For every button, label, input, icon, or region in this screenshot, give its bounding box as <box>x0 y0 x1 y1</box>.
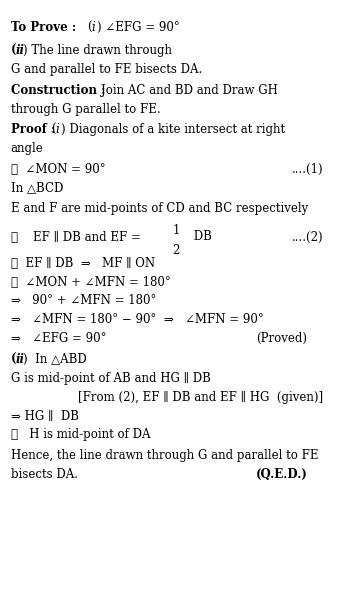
Text: i: i <box>92 21 96 34</box>
Text: (Proved): (Proved) <box>256 332 307 345</box>
Text: Hence, the line drawn through G and parallel to FE: Hence, the line drawn through G and para… <box>11 449 318 462</box>
Text: 1: 1 <box>173 224 180 237</box>
Text: i: i <box>56 123 60 136</box>
Text: ∴  EF ∥ DB  ⇒   MF ∥ ON: ∴ EF ∥ DB ⇒ MF ∥ ON <box>11 257 155 270</box>
Text: E and F are mid-points of CD and BC respectively: E and F are mid-points of CD and BC resp… <box>11 202 308 215</box>
Text: ⇒   ∠EFG = 90°: ⇒ ∠EFG = 90° <box>11 332 106 345</box>
Text: In △BCD: In △BCD <box>11 182 63 195</box>
Text: [From (2), EF ∥ DB and EF ∥ HG  (given)]: [From (2), EF ∥ DB and EF ∥ HG (given)] <box>78 391 324 404</box>
Text: ⇒ HG ∥  DB: ⇒ HG ∥ DB <box>11 409 79 422</box>
Text: ii: ii <box>15 44 24 57</box>
Text: ⇒   90° + ∠MFN = 180°: ⇒ 90° + ∠MFN = 180° <box>11 294 156 307</box>
Text: (: ( <box>87 21 92 34</box>
Text: ∴  ∠MON + ∠MFN = 180°: ∴ ∠MON + ∠MFN = 180° <box>11 276 171 289</box>
Text: ∴    EF ∥ DB and EF =: ∴ EF ∥ DB and EF = <box>11 231 144 244</box>
Text: DB: DB <box>190 230 212 243</box>
Text: G is mid-point of AB and HG ∥ DB: G is mid-point of AB and HG ∥ DB <box>11 372 210 385</box>
Text: (: ( <box>11 44 16 57</box>
Text: ) Diagonals of a kite intersect at right: ) Diagonals of a kite intersect at right <box>61 123 285 136</box>
Text: (: ( <box>52 123 56 136</box>
Text: ) The line drawn through: ) The line drawn through <box>23 44 172 57</box>
Text: Proof :: Proof : <box>11 123 59 136</box>
Text: angle: angle <box>11 142 43 155</box>
Text: G and parallel to FE bisects DA.: G and parallel to FE bisects DA. <box>11 63 202 76</box>
Text: )  In △ABD: ) In △ABD <box>23 353 87 366</box>
Text: (: ( <box>11 353 16 366</box>
Text: (Q.E.D.): (Q.E.D.) <box>256 468 308 481</box>
Text: ⇒   ∠MFN = 180° − 90°  ⇒   ∠MFN = 90°: ⇒ ∠MFN = 180° − 90° ⇒ ∠MFN = 90° <box>11 313 263 326</box>
Text: ....(1): ....(1) <box>292 163 324 176</box>
Text: ....(2): ....(2) <box>292 231 324 244</box>
Text: ii: ii <box>15 353 24 366</box>
Text: Join AC and BD and Draw GH: Join AC and BD and Draw GH <box>101 84 278 97</box>
Text: To Prove :: To Prove : <box>11 21 80 34</box>
Text: ∴   H is mid-point of DA: ∴ H is mid-point of DA <box>11 428 150 441</box>
Text: through G parallel to FE.: through G parallel to FE. <box>11 103 160 116</box>
Text: bisects DA.: bisects DA. <box>11 468 78 481</box>
Text: 2: 2 <box>173 244 180 257</box>
Text: Construction :: Construction : <box>11 84 109 97</box>
Text: ) ∠EFG = 90°: ) ∠EFG = 90° <box>97 21 179 34</box>
Text: ∴  ∠MON = 90°: ∴ ∠MON = 90° <box>11 163 105 176</box>
